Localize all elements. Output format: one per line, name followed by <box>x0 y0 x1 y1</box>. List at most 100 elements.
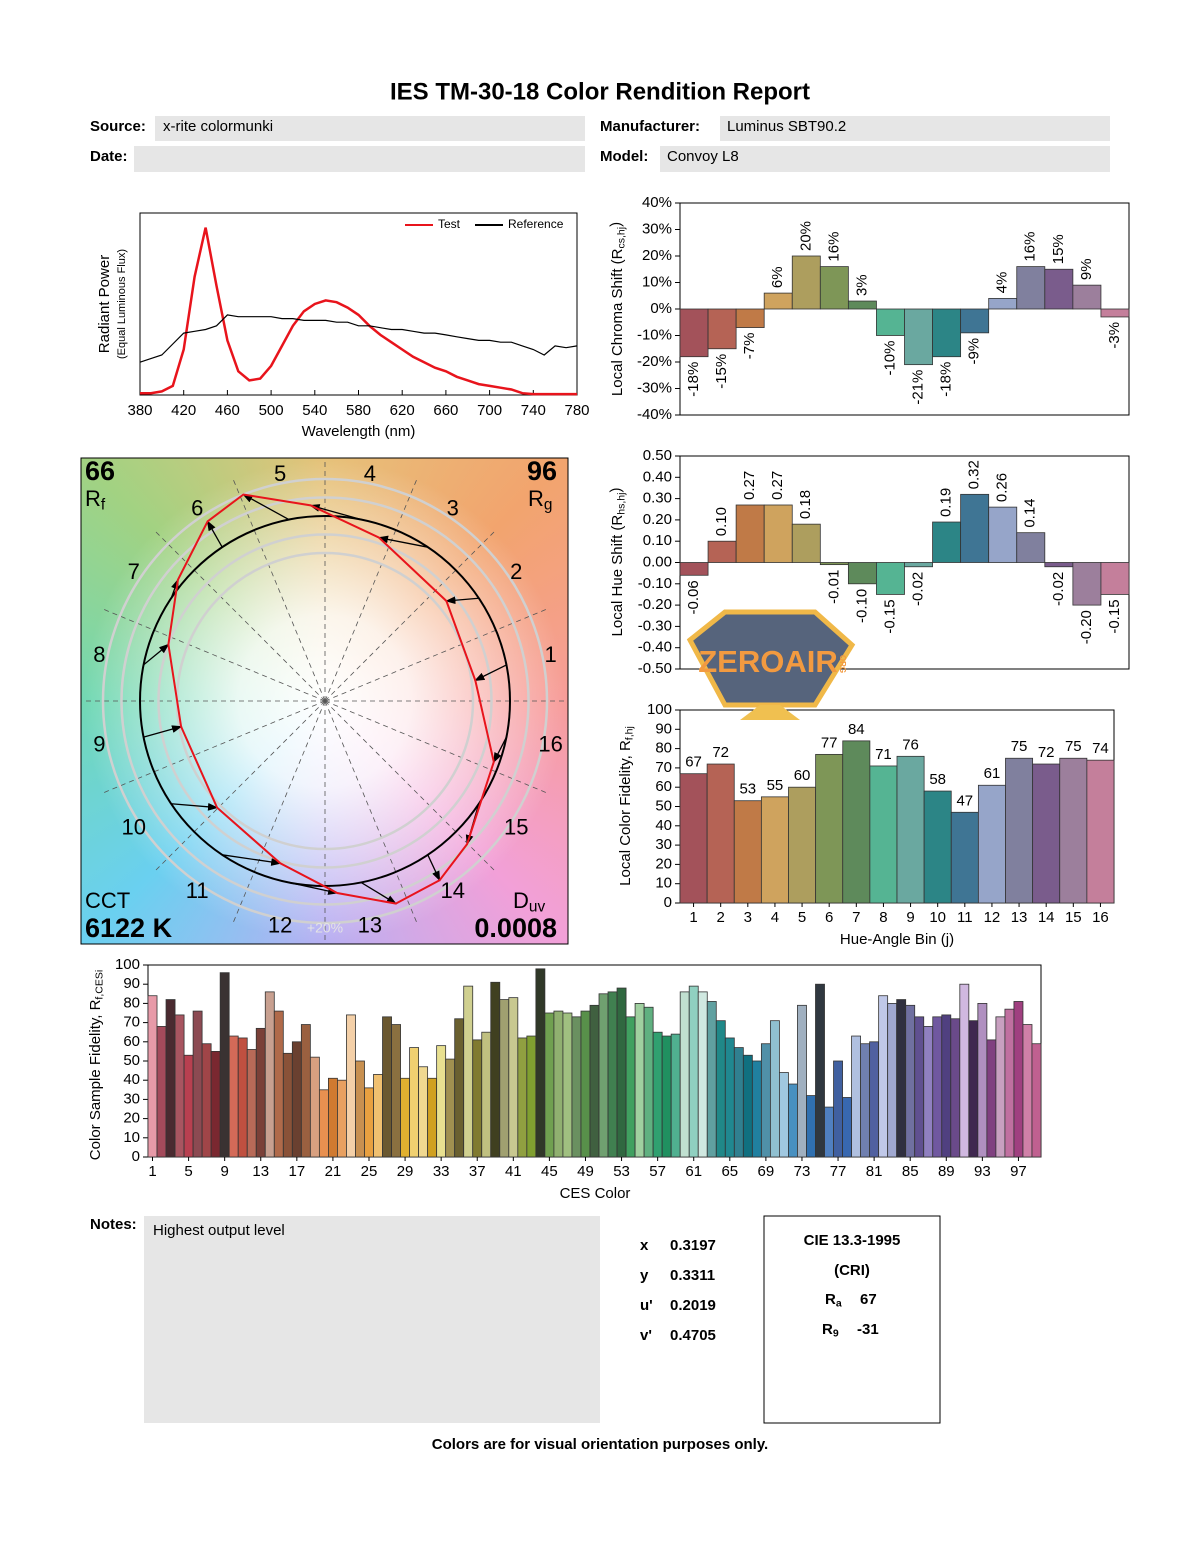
x-tick-label: 93 <box>974 1163 991 1180</box>
value-label: 61 <box>984 765 1001 782</box>
shift-arrow <box>377 535 428 548</box>
value-label: 72 <box>1038 744 1055 761</box>
bar <box>896 755 925 904</box>
x-tick-label: 580 <box>346 402 371 419</box>
value-label: 16% <box>825 232 842 262</box>
hue-bin-label: 6 <box>191 496 203 521</box>
bar <box>463 985 474 1158</box>
bar <box>156 1026 167 1158</box>
chromaticity-value: 0.3197 <box>670 1237 716 1254</box>
bar <box>445 1058 456 1158</box>
bar <box>923 1026 934 1158</box>
bar <box>364 1087 374 1158</box>
value-label: -0.06 <box>685 580 702 614</box>
hue-bin-label: 10 <box>122 815 146 840</box>
value-label: 6% <box>769 266 786 288</box>
bar <box>791 255 821 310</box>
hue-bin-label: 7 <box>128 559 140 584</box>
bar <box>481 1031 492 1158</box>
value-label: 0.26 <box>994 473 1011 502</box>
bar <box>1044 562 1074 568</box>
chromaticity-value: 0.3311 <box>670 1267 715 1284</box>
y-axis-label: (Equal Luminous Flux) <box>116 249 128 359</box>
ra-label-part: R <box>825 1291 836 1308</box>
bar <box>715 1020 726 1158</box>
watermark-sub: ORG <box>838 655 847 673</box>
bar <box>309 1056 320 1158</box>
legend-label: Reference <box>508 217 564 231</box>
shift-arrow <box>360 881 397 905</box>
y-tick-label: 0.00 <box>643 553 672 570</box>
cri-box <box>763 1215 941 1424</box>
bar <box>535 968 546 1158</box>
x-tick-label: 49 <box>577 1163 594 1180</box>
shift-arrow <box>445 596 479 605</box>
radial-guide <box>231 476 326 702</box>
value-label: -10% <box>881 341 898 376</box>
bar <box>1086 759 1115 904</box>
x-tick-label: 1 <box>689 909 697 926</box>
value-label: 47 <box>956 792 973 809</box>
bar <box>373 1074 383 1158</box>
bar <box>960 308 990 334</box>
y-tick-label: -30% <box>637 379 672 396</box>
x-tick-label: 89 <box>938 1163 955 1180</box>
bar <box>1013 1001 1024 1158</box>
test-polygon <box>167 493 495 905</box>
plot-frame <box>139 212 578 396</box>
value-label: 0.19 <box>938 488 955 517</box>
bar <box>625 1016 636 1158</box>
bar <box>400 1077 410 1158</box>
value-label: -0.20 <box>1078 610 1095 644</box>
bar <box>887 1003 898 1158</box>
bar <box>418 1066 429 1158</box>
value-label: 53 <box>739 781 756 798</box>
bar <box>932 521 962 563</box>
hue-bin-label: 13 <box>358 912 382 937</box>
hue-bin-label: 16 <box>538 732 562 757</box>
field-box <box>720 116 1110 141</box>
bar <box>960 493 990 563</box>
bar <box>1072 284 1102 310</box>
bar <box>1031 1043 1042 1158</box>
bar <box>679 991 690 1158</box>
y-tick-label: 100 <box>647 701 672 718</box>
y-tick-label: 90 <box>123 975 140 992</box>
bar <box>436 1045 447 1158</box>
y-tick-label: -0.10 <box>638 575 672 592</box>
field-box <box>155 116 585 141</box>
bar <box>1016 532 1046 563</box>
y-axis-label: Local Color Fidelity, Rf,hj <box>617 726 635 886</box>
y-tick-label: 90 <box>655 720 672 737</box>
bar <box>995 1016 1006 1158</box>
rf-label: Rf <box>85 486 106 514</box>
chromaticity-label: u' <box>640 1297 653 1314</box>
shift-arrow <box>206 520 223 548</box>
rg-label: Rg <box>528 486 552 514</box>
footer: Colors are for visual orientation purpos… <box>432 1436 768 1453</box>
bar <box>1044 268 1074 310</box>
rg-label-part: g <box>544 496 553 513</box>
y-tick-label: 20% <box>642 247 672 264</box>
value-label: -18% <box>938 362 955 397</box>
bar <box>346 1014 356 1158</box>
bar <box>904 308 933 366</box>
y-axis-label-part: cs,hj <box>615 227 627 249</box>
value-label: -3% <box>1106 322 1123 349</box>
x-tick-label: 77 <box>830 1163 847 1180</box>
shift-arrow <box>427 854 441 882</box>
series-line <box>140 227 577 396</box>
x-tick-label: 33 <box>433 1163 450 1180</box>
value-label: 0.27 <box>741 471 758 500</box>
bar <box>526 1035 537 1158</box>
value-label: -18% <box>685 362 702 397</box>
x-tick-label: 15 <box>1065 909 1082 926</box>
bar <box>896 999 907 1158</box>
y-tick-label: 0.20 <box>643 511 672 528</box>
chromaticity-label: v' <box>640 1327 652 1344</box>
bar <box>246 1049 257 1158</box>
value-label: 0.14 <box>1022 498 1039 527</box>
bar <box>679 773 708 904</box>
y-axis-label-part: ) <box>607 488 624 493</box>
bar <box>165 999 176 1158</box>
